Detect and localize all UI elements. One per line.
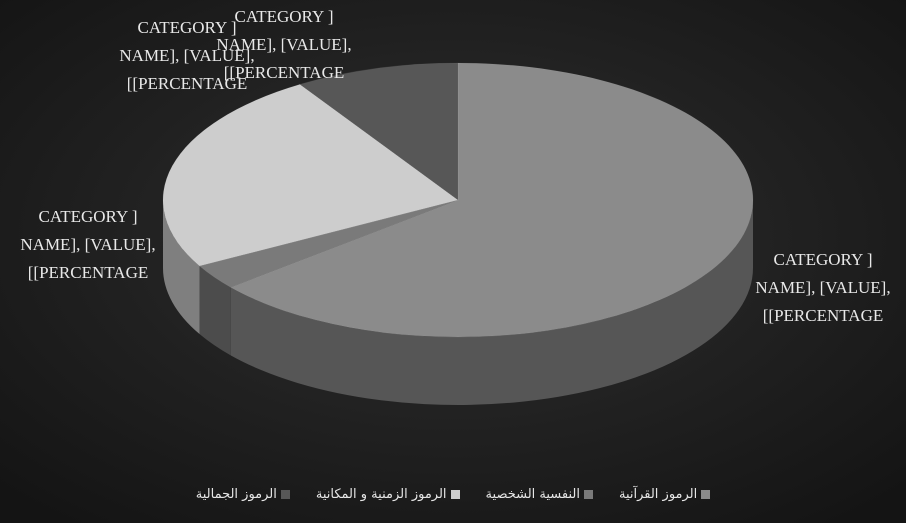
- legend-label-aesthetic: الرموز الجمالية: [195, 486, 277, 502]
- legend-label-quranic: الرموز القرآنية: [618, 486, 698, 502]
- legend-swatch-quranic: [701, 489, 711, 499]
- legend-item-spatiotemporal: الرموز الزمنية و المكانية: [316, 487, 460, 502]
- chart-legend: الرموز القرآنية النفسية الشخصية الرموز ا…: [0, 480, 906, 508]
- legend-swatch-psychological: [583, 489, 593, 499]
- legend-label-spatiotemporal: الرموز الزمنية و المكانية: [315, 486, 447, 502]
- pie-slice-spatiotemporal: [162, 83, 459, 267]
- data-label-spatiotemporal: CATEGORY ] NAME], [VALUE], [[PERCENTAGE: [20, 207, 155, 282]
- pie-side-psychological: [199, 266, 231, 356]
- legend-item-quranic: الرموز القرآنية: [618, 486, 711, 502]
- legend-swatch-aesthetic: [280, 489, 290, 499]
- legend-item-aesthetic: الرموز الجمالية: [196, 487, 290, 502]
- pie-slice-psychological: [198, 199, 459, 288]
- legend-item-psychological: النفسية الشخصية: [486, 487, 593, 502]
- pie-side-spatiotemporal: [163, 200, 200, 335]
- pie-slice-quranic: [229, 62, 754, 338]
- pie-slice-aesthetic: [299, 62, 459, 201]
- data-label-aesthetic: CATEGORY ] NAME], [VALUE], [[PERCENTAGE: [216, 7, 351, 82]
- data-label-psychological: CATEGORY ] NAME], [VALUE], [[PERCENTAGE: [119, 18, 254, 93]
- pie-side-quranic: [230, 200, 753, 405]
- legend-label-psychological: النفسية الشخصية: [485, 486, 580, 502]
- data-label-quranic: CATEGORY ] NAME], [VALUE], [[PERCENTAGE: [755, 250, 890, 325]
- legend-swatch-spatiotemporal: [450, 489, 460, 499]
